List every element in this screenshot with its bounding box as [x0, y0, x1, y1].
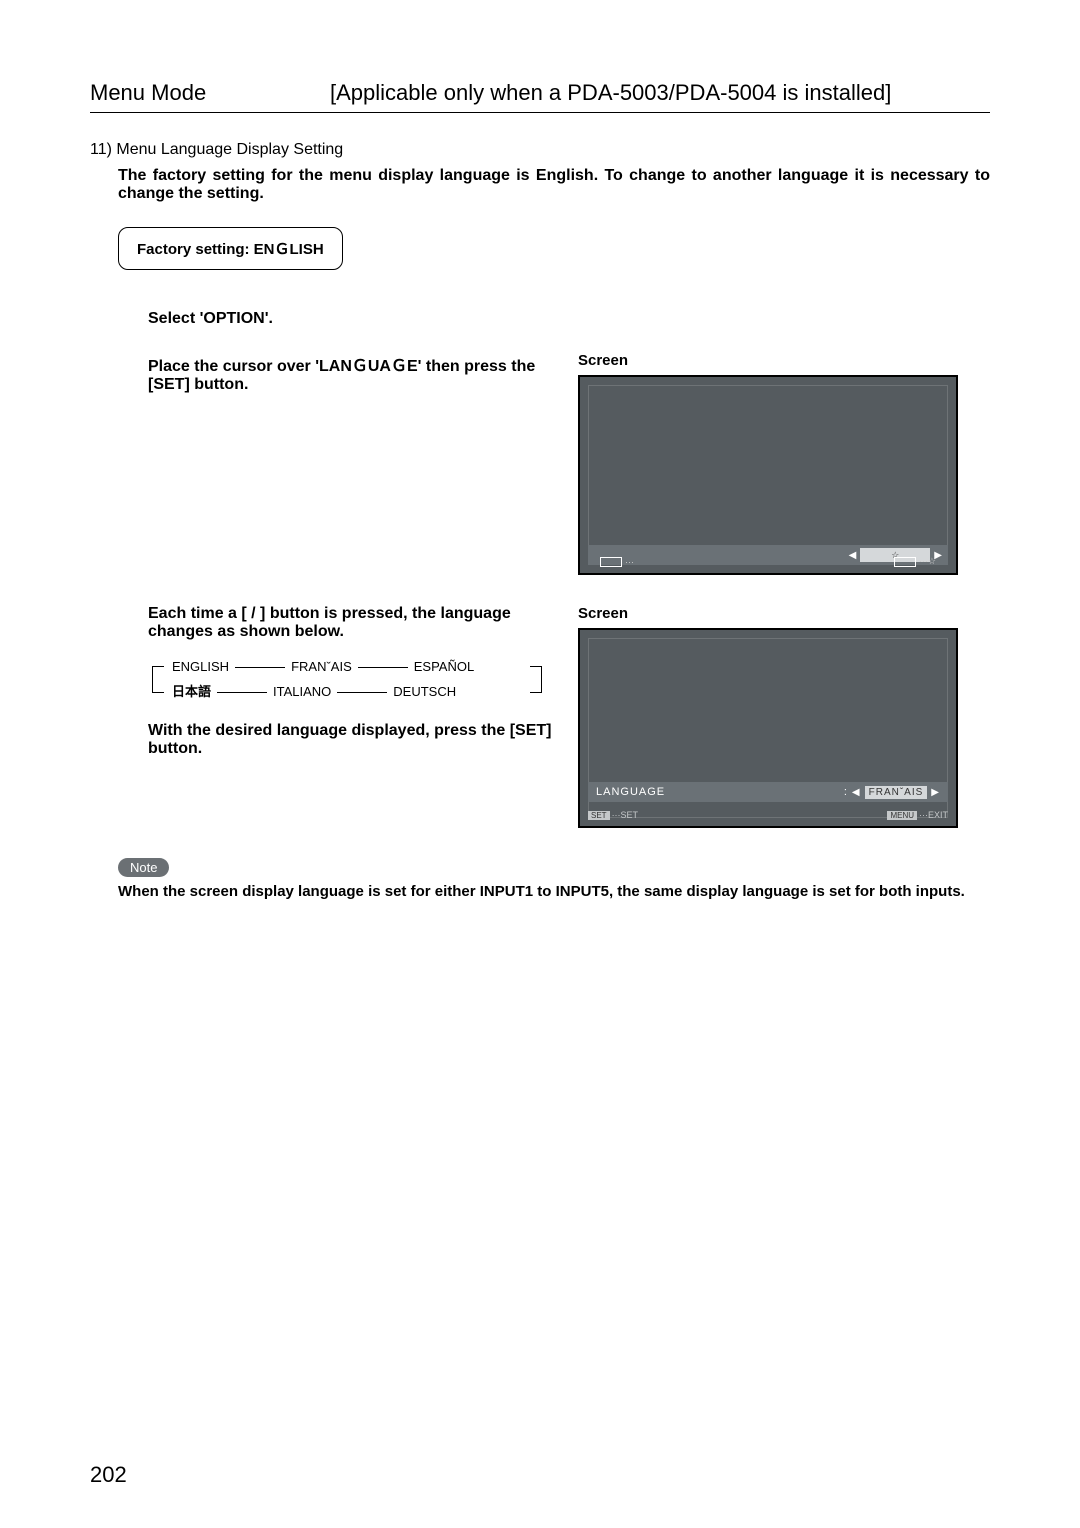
lang-bar-value: FRANˇAIS	[865, 786, 928, 799]
step-2-text: Place the cursor over 'LANＧUAＧE' then pr…	[148, 352, 558, 394]
header-left: Menu Mode	[90, 80, 330, 106]
intro-text: The factory setting for the menu display…	[90, 167, 990, 203]
note-section: Note When the screen display language is…	[90, 858, 990, 900]
step-2-row: Place the cursor over 'LANＧUAＧE' then pr…	[90, 352, 990, 575]
screen-1-label: Screen	[578, 352, 990, 369]
lang-francais: FRANˇAIS	[291, 655, 352, 680]
section-title: 11) Menu Language Display Setting	[90, 141, 990, 159]
screen-2-lang-bar: LANGUAGE : ◀ FRANˇAIS ▶	[588, 782, 948, 802]
step-4-text: With the desired language displayed, pre…	[148, 722, 558, 758]
page-header: Menu Mode [Applicable only when a PDA-50…	[90, 80, 990, 113]
set-key-icon: SET	[588, 811, 610, 820]
hint-set-text: ···SET	[612, 810, 639, 820]
note-text: When the screen display language is set …	[90, 883, 990, 900]
page-number: 202	[90, 1462, 127, 1488]
screen-1: ◀ ☆ ▶ ··· ···☆	[578, 375, 958, 575]
lang-english: ENGLISH	[172, 655, 229, 680]
step-1: Select 'OPTION'.	[90, 310, 990, 328]
step-3-text: Each time a [ / ] button is pressed, the…	[148, 605, 558, 641]
lang-deutsch: DEUTSCH	[393, 680, 456, 705]
header-right: [Applicable only when a PDA-5003/PDA-500…	[330, 80, 891, 106]
rect-icon	[600, 557, 622, 567]
screen-2-label: Screen	[578, 605, 990, 622]
lang-espanol: ESPAÑOL	[414, 655, 474, 680]
lang-bar-colon: :	[844, 786, 848, 798]
hint-exit-text: ···EXIT	[919, 810, 948, 820]
lang-italiano: ITALIANO	[273, 680, 331, 705]
left-arrow-icon: ◀	[852, 787, 861, 798]
lang-japanese: 日本語	[172, 680, 211, 705]
step-3-row: Each time a [ / ] button is pressed, the…	[90, 605, 990, 828]
lang-bar-label: LANGUAGE	[596, 786, 665, 798]
right-arrow-icon: ▶	[931, 787, 940, 798]
step-1-text: Select 'OPTION'.	[148, 310, 990, 328]
factory-setting-box: Factory setting: ENＧLISH	[118, 227, 343, 270]
screen-2-hint: SET···SET MENU···EXIT	[588, 810, 948, 820]
screen-2: LANGUAGE : ◀ FRANˇAIS ▶ SET···SET MENU··…	[578, 628, 958, 828]
note-badge: Note	[118, 858, 169, 877]
menu-key-icon: MENU	[887, 811, 917, 820]
rect-icon	[894, 557, 916, 567]
language-flow: ENGLISH FRANˇAIS ESPAÑOL 日本語 ITALIANO DE…	[148, 655, 558, 704]
